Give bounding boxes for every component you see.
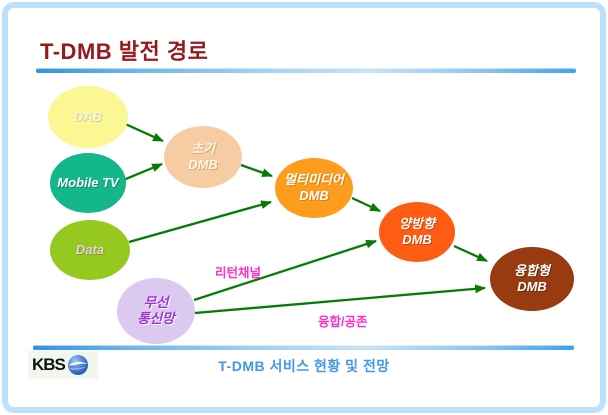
kbs-logo-text: KBS: [32, 355, 66, 374]
page-title: T-DMB 발전 경로: [40, 39, 209, 64]
node-label: 통신망: [137, 311, 175, 326]
node-data: Data: [50, 220, 130, 280]
edge-label-convergence: 융합/공존: [318, 315, 368, 329]
node-converged-dmb: 융합형 DMB: [490, 247, 574, 311]
arrow-data-to-multimedia-dmb: [128, 200, 273, 244]
node-label: DMB: [517, 279, 547, 294]
kbs-logo: KBS: [28, 351, 98, 379]
node-label: 융합형: [514, 263, 550, 278]
node-label: 초기: [191, 141, 215, 156]
arrow-interactive-dmb-to-converged-dmb: [453, 244, 489, 263]
arrow-early-dmb-to-multimedia-dmb: [240, 163, 274, 178]
arrow-wireless-to-converged-dmb: [194, 284, 487, 315]
arrow-multimedia-dmb-to-interactive-dmb: [351, 196, 381, 213]
footer-title: T-DMB 서비스 현황 및 전망: [218, 358, 390, 374]
node-multimedia-dmb: 멀티미디어 DMB: [275, 158, 353, 218]
node-label: 양방향: [399, 216, 435, 231]
footer-divider: [33, 345, 574, 350]
title-divider: [36, 68, 576, 73]
node-label: 무선: [143, 295, 169, 310]
node-mobile-tv: Mobile TV: [50, 153, 126, 213]
node-label: 멀티미디어: [284, 172, 344, 187]
edge-label-return-channel: 리턴채널: [215, 266, 262, 280]
arrow-dab-to-early-dmb: [122, 121, 165, 143]
node-label: Mobile TV: [57, 175, 119, 190]
kbs-globe-icon: [67, 355, 88, 375]
node-label: DAB: [73, 109, 103, 124]
node-label: DMB: [402, 232, 432, 247]
arrow-mobile-tv-to-early-dmb: [120, 162, 164, 183]
node-label: Data: [75, 242, 105, 257]
node-label: DMB: [299, 188, 329, 203]
node-early-dmb: 초기 DMB: [164, 126, 242, 188]
node-dab: DAB: [48, 86, 128, 148]
node-wireless-network: 무선 통신망: [117, 278, 195, 344]
node-label: DMB: [188, 157, 218, 172]
node-interactive-dmb: 양방향 DMB: [379, 202, 455, 262]
